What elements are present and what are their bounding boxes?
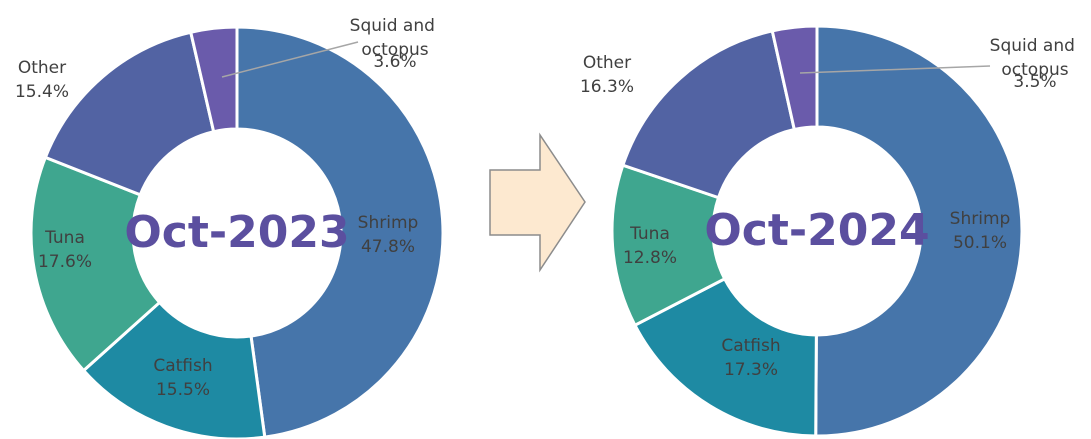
slice-label-line: Squid and [350,16,441,36]
donut-slice [235,25,445,439]
donut-slice [188,25,239,134]
slice-label-line: octopus [361,40,428,60]
arrow [489,132,586,273]
center-label: Oct-2023 [124,207,349,258]
slice-label: Tuna [44,228,85,248]
slice-value: 15.5% [156,380,210,400]
slice-label-line: Tuna [44,228,85,248]
slice-label: Catfish [721,336,780,356]
slice-label: Catfish [153,356,212,376]
slice-label-line: Catfish [721,336,780,356]
slice-value: 3.6% [373,52,416,72]
donut-slice [29,155,162,373]
slice-value: 50.1% [953,233,1007,253]
donut-slice [620,29,797,200]
slice-label: Other [18,58,66,78]
slice-label-line: Other [18,58,66,78]
slice-value: 15.4% [15,82,69,102]
slice-value: 17.6% [38,252,92,272]
slice-label-line: Shrimp [358,213,419,233]
slice-label: Squid and octopus [990,36,1081,80]
slice-value: 12.8% [623,248,677,268]
center-label: Oct-2024 [704,205,929,256]
slice-label: Shrimp [358,213,419,233]
slice-label: Squid and octopus [350,16,441,60]
slice-label-line: Tuna [629,224,670,244]
donut-slice [632,276,818,438]
slice-label: Other [583,53,631,73]
donut-slice [814,24,1024,438]
slice-label-line: Shrimp [950,209,1011,229]
slice-label-line: Catfish [153,356,212,376]
slice-value: 3.5% [1013,72,1056,92]
slice-value: 17.3% [724,360,778,380]
donut-slice [81,300,267,439]
donut-slice [770,24,819,132]
slice-label: Tuna [629,224,670,244]
donut-slice [43,30,216,197]
leader-line [221,41,359,78]
slice-label-line: Other [583,53,631,73]
slice-value: 16.3% [580,77,634,97]
slice-label-line: Squid and [990,36,1081,56]
slice-label-line: octopus [1001,60,1068,80]
leader-line [799,65,991,74]
slice-label: Shrimp [950,209,1011,229]
slice-value: 47.8% [361,237,415,257]
